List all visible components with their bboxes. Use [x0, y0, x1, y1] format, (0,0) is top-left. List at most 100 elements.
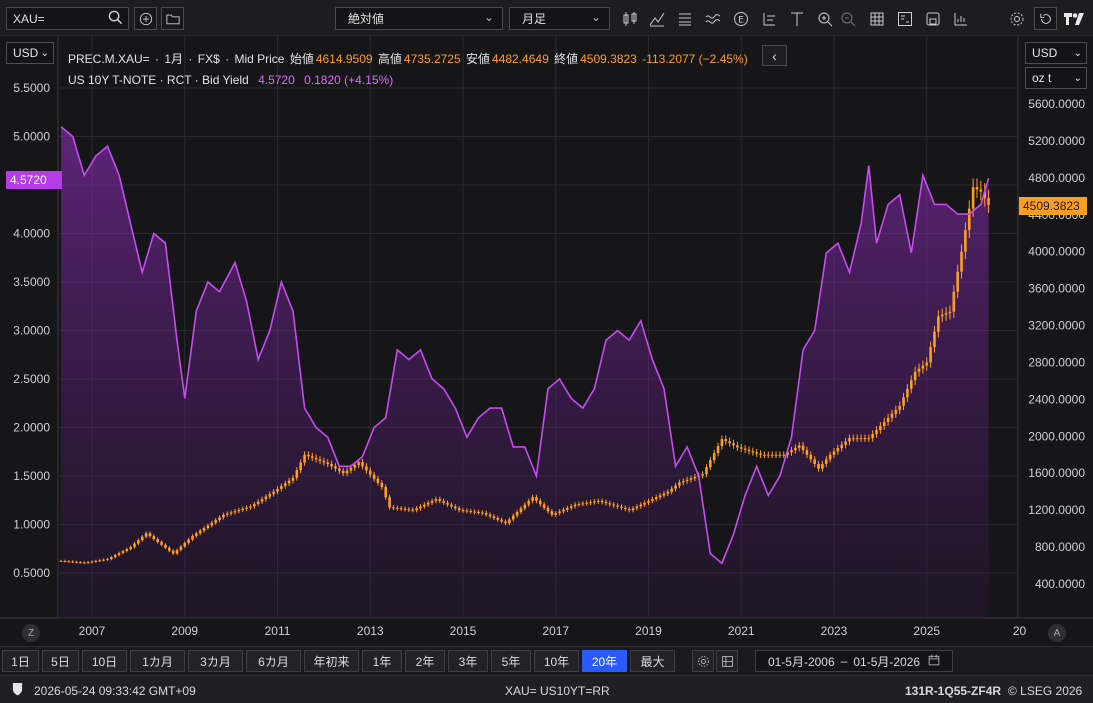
gold-candle	[983, 191, 987, 199]
x-axis-left-marker[interactable]: Z	[22, 624, 40, 642]
x-axis-tick: 2015	[450, 624, 477, 638]
gold-candle	[504, 521, 507, 524]
yield-area-layer	[61, 126, 989, 619]
save-icon[interactable]	[923, 9, 942, 28]
gold-candle	[334, 466, 337, 469]
gold-candle	[214, 520, 217, 523]
gold-candle	[538, 500, 542, 505]
gold-candle	[824, 459, 828, 464]
gold-candle	[890, 413, 894, 418]
bars-icon[interactable]	[675, 9, 694, 28]
gold-candle	[600, 500, 604, 503]
gold-candle	[167, 547, 171, 551]
studies-icon[interactable]	[951, 9, 970, 28]
wave-icon[interactable]	[703, 9, 722, 28]
interval-select[interactable]: 月足 ⌄	[509, 7, 610, 30]
x-axis-tick: 2013	[357, 624, 384, 638]
range-button[interactable]: 年初来	[304, 650, 359, 672]
range-settings-icon[interactable]	[692, 650, 714, 672]
gold-candle	[283, 483, 287, 487]
range-button[interactable]: 1年	[362, 650, 402, 672]
gold-candle	[508, 519, 511, 524]
gold-candle	[693, 476, 697, 479]
range-button[interactable]: 10日	[82, 650, 127, 672]
collapse-legend-button[interactable]: ‹	[762, 45, 787, 66]
line-chart-icon[interactable]	[647, 9, 666, 28]
range-button[interactable]: 5年	[491, 650, 531, 672]
calendar-grid-icon[interactable]	[716, 650, 738, 672]
text-icon[interactable]	[787, 9, 806, 28]
chart-canvas[interactable]: 5.50005.00004.50004.00003.50003.00002.50…	[0, 36, 1093, 646]
gold-candle	[593, 501, 596, 503]
range-button[interactable]: 1カ月	[130, 650, 185, 672]
scale-mode-select[interactable]: 絶対値 ⌄	[335, 7, 503, 30]
low-label: 安値	[466, 52, 491, 66]
gold-candle	[133, 543, 136, 548]
calendar-icon[interactable]	[928, 654, 940, 669]
gold-candle	[148, 533, 152, 537]
gold-candle	[654, 497, 658, 500]
gold-current-tag: 4509.3823	[1019, 197, 1087, 215]
gold-candle	[712, 453, 716, 461]
candlestick-icon[interactable]	[620, 9, 639, 28]
gold-candle	[523, 504, 527, 509]
gold-candle	[720, 439, 724, 447]
gold-candle	[434, 499, 438, 501]
gold-candle	[906, 388, 909, 398]
gold-candle	[481, 512, 484, 514]
gold-candle	[863, 438, 867, 440]
gold-candle	[314, 457, 318, 460]
gold-candle	[175, 550, 179, 554]
gold-candle	[844, 441, 847, 445]
gold-candle	[249, 506, 252, 508]
x-axis-right-marker[interactable]: A	[1048, 624, 1066, 642]
gold-candle	[979, 189, 983, 192]
gold-candle	[67, 561, 71, 563]
search-icon[interactable]	[108, 10, 123, 28]
gold-candle	[94, 560, 98, 562]
compare-icon[interactable]	[895, 9, 914, 28]
crosshair-icon[interactable]	[759, 9, 778, 28]
gold-candle	[774, 454, 778, 456]
gold-candle	[937, 316, 940, 332]
right-axis-tick: 2400.0000	[1028, 392, 1085, 406]
range-button[interactable]: 5日	[42, 650, 79, 672]
gold-candle	[743, 448, 747, 450]
gold-candle	[732, 443, 735, 446]
event-icon[interactable]: E	[731, 9, 750, 28]
date-from: 01-5月-2006	[767, 654, 835, 669]
table-icon[interactable]	[867, 9, 886, 28]
x-axis-tick: 2023	[821, 624, 848, 638]
gold-candle	[338, 468, 341, 471]
range-button[interactable]: 3カ月	[188, 650, 243, 672]
range-button[interactable]: 3年	[448, 650, 488, 672]
settings-icon[interactable]	[1007, 9, 1026, 28]
gold-candle	[59, 560, 63, 562]
gold-candle	[260, 499, 264, 502]
zoom-in-icon[interactable]	[815, 9, 834, 28]
reset-icon[interactable]	[1034, 7, 1057, 30]
status-copyright: © LSEG 2026	[1008, 684, 1083, 698]
date-range-input[interactable]: 01-5月-2006 – 01-5月-2026	[755, 650, 953, 672]
left-currency-select[interactable]: USD ⌄	[6, 42, 54, 64]
folder-icon[interactable]	[161, 7, 184, 30]
right-currency-select[interactable]: USD ⌄	[1025, 42, 1087, 64]
range-button[interactable]: 2年	[405, 650, 445, 672]
zoom-out-icon[interactable]	[838, 9, 857, 28]
bond-legend-change: 0.1820 (+4.15%)	[304, 73, 394, 87]
gold-candle	[647, 500, 650, 503]
range-button[interactable]: 1日	[2, 650, 39, 672]
symbol-input[interactable]: XAU=	[6, 7, 129, 30]
add-icon[interactable]	[134, 7, 157, 30]
range-button[interactable]: 20年	[582, 650, 627, 672]
range-button[interactable]: 10年	[534, 650, 579, 672]
unit-select[interactable]: oz t ⌄	[1025, 67, 1087, 89]
range-button[interactable]: 最大	[630, 650, 675, 672]
gold-candle	[345, 470, 349, 474]
gold-candle	[913, 371, 917, 381]
range-button[interactable]: 6カ月	[246, 650, 301, 672]
gold-candle	[388, 497, 391, 508]
gold-candle	[318, 459, 322, 461]
gold-candle	[195, 533, 198, 536]
gold-candle	[357, 462, 360, 465]
